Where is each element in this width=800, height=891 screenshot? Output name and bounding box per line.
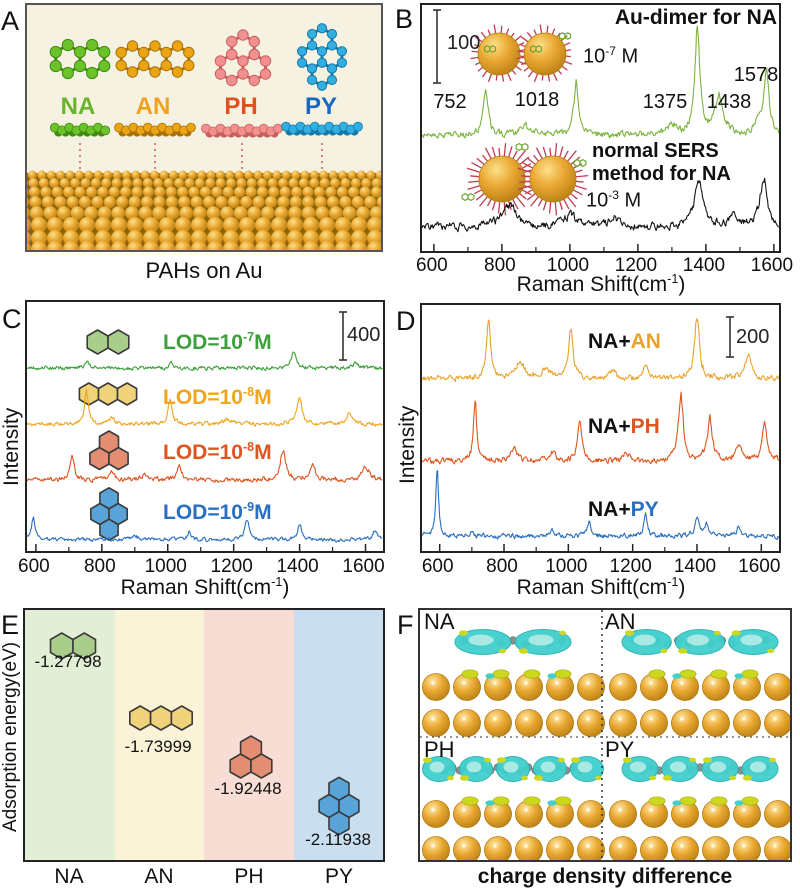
panel-e-molecules (49, 632, 360, 836)
energy-value-ph: -1.92448 (214, 779, 282, 798)
x-category-na: NA (54, 865, 84, 888)
panel-e-adsorption-chart (23, 608, 385, 862)
x-category-an: AN (144, 865, 174, 888)
panel-b-plot (422, 9, 779, 251)
mix-label-na-ph: NA+PH (588, 415, 660, 438)
panel-d-plot (422, 316, 779, 551)
y-axis-title-e: Adsorption energy(eV) (0, 641, 21, 833)
conc-bottom-label: 10-3 M (586, 188, 642, 212)
lod-label-an: LOD=10-8M (163, 385, 272, 409)
method-text-line2: method for NA (592, 163, 731, 185)
x-axis-ticks-d: 600 800 1000 1200 1400 1600 (420, 556, 781, 580)
band-an (114, 610, 204, 860)
peak-label-1578: 1578 (733, 64, 779, 86)
panel-label-c: C (2, 304, 22, 334)
lod-label-ph: LOD=10-8M (163, 440, 272, 464)
panel-label-d: D (396, 306, 416, 336)
panel-b-title: Au-dimer for NA (614, 6, 777, 29)
x-tick-label: 1200 (210, 556, 253, 577)
x-tick-label: 800 (484, 255, 516, 276)
pah-on-gold-graphic (27, 5, 381, 250)
panel-d-spectra (420, 303, 781, 553)
panel-f-caption: charge density difference (477, 865, 733, 888)
mix-label-na-py: NA+PY (588, 498, 659, 521)
molecule-label-an: AN (135, 93, 171, 120)
y-axis-title-c: Intensity (0, 407, 23, 487)
quadrant-label-na: NA (424, 609, 455, 634)
y-axis-title-d: Intensity (396, 405, 419, 485)
x-axis-ticks-c: 600 800 1000 1200 1400 1600 (18, 556, 385, 580)
scale-bar-label-c: 400 (347, 324, 381, 346)
lod-label-py: LOD=10-9M (163, 500, 272, 524)
x-tick-label: 1000 (545, 556, 588, 577)
panel-label-e: E (1, 610, 20, 640)
peak-label-1018: 1018 (514, 89, 560, 111)
panel-c-spectra (25, 300, 385, 553)
x-axis-title-c: Raman Shift(cm-1) (120, 575, 290, 599)
x-tick-label: 1600 (750, 255, 794, 276)
x-category-ph: PH (234, 865, 264, 888)
peak-label-1375: 1375 (642, 91, 688, 113)
peak-label-752: 752 (433, 91, 467, 113)
molecule-label-py: PY (304, 93, 338, 120)
lod-label-na: LOD=10-7M (163, 330, 272, 354)
x-tick-label: 1000 (546, 255, 590, 276)
x-tick-label: 600 (421, 556, 454, 577)
panel-label-b: B (395, 4, 414, 34)
x-tick-label: 1400 (682, 255, 726, 276)
x-axis-ticks-b: 600 800 1000 1200 1400 1600 (416, 255, 793, 279)
panel-a-illustration (25, 3, 383, 252)
panel-f-graphic (420, 610, 790, 860)
panel-c-plot (27, 311, 383, 551)
panel-label-a: A (1, 6, 20, 36)
quadrant-label-ph: PH (424, 737, 455, 762)
quadrant-label-py: PY (605, 737, 635, 762)
molecule-label-ph: PH (224, 93, 258, 120)
panel-label-f: F (397, 610, 414, 640)
x-axis-title-d: Raman Shift(cm-1) (516, 575, 686, 599)
method-text-line1: normal SERS (592, 140, 719, 162)
x-axis-title-b: Raman Shift(cm-1) (516, 272, 686, 296)
scale-bar-label-b: 100 (447, 32, 481, 54)
panel-a-caption: PAHs on Au (145, 258, 263, 283)
x-tick-label: 1200 (614, 255, 658, 276)
panel-f-charge-density (418, 608, 792, 862)
x-tick-label: 1600 (342, 556, 385, 577)
molecule-label-na: NA (60, 93, 96, 120)
x-tick-label: 1600 (738, 556, 781, 577)
energy-value-py: -2.11938 (305, 830, 371, 849)
x-tick-label: 600 (416, 255, 448, 276)
panel-b-spectra (420, 3, 781, 253)
x-tick-label: 800 (486, 556, 518, 577)
x-tick-label: 1000 (144, 556, 187, 577)
x-tick-label: 1400 (276, 556, 319, 577)
x-tick-label: 1400 (673, 556, 717, 577)
quadrant-label-an: AN (605, 609, 636, 634)
conc-top-label: 10-7 M (583, 44, 639, 68)
scale-bar-label-d: 200 (736, 326, 770, 348)
peak-label-1438: 1438 (706, 91, 752, 113)
x-category-py: PY (324, 865, 354, 888)
x-tick-label: 600 (18, 556, 50, 577)
energy-value-na: -1.27798 (34, 652, 102, 671)
energy-value-an: -1.73999 (124, 737, 192, 756)
x-tick-label: 800 (83, 556, 116, 577)
mix-label-na-an: NA+AN (588, 330, 661, 353)
x-tick-label: 1200 (609, 556, 652, 577)
band-ph (204, 610, 294, 860)
